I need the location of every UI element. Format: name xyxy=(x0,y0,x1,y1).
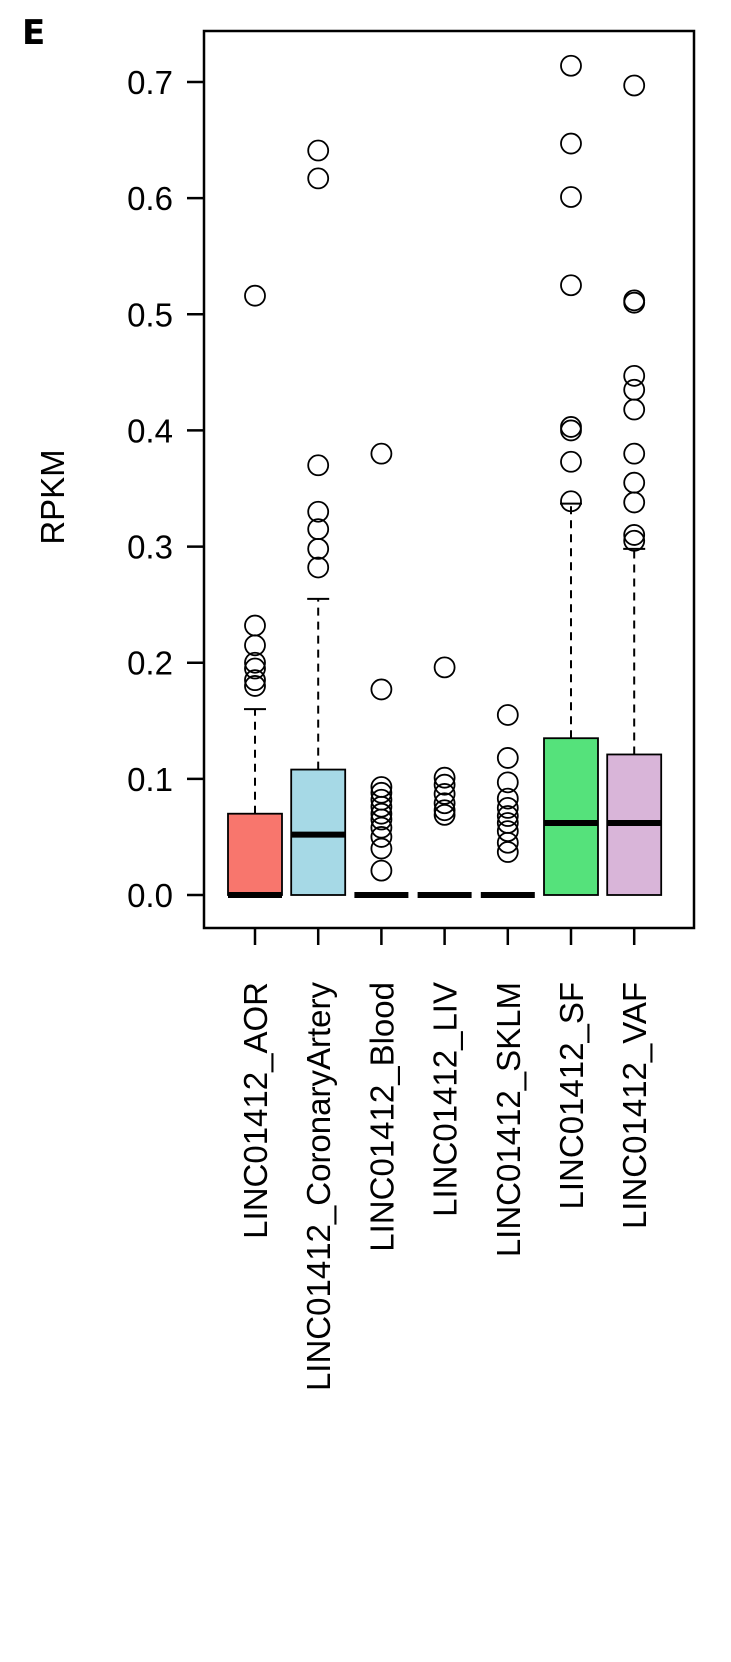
x-category-label: LINC01412_CoronaryArtery xyxy=(300,982,337,1392)
x-category-label: LINC01412_SKLM xyxy=(490,982,527,1257)
outlier-point xyxy=(244,675,266,697)
y-tick-label: 0.7 xyxy=(127,64,173,101)
outlier-point xyxy=(307,167,330,190)
outlier-point xyxy=(370,442,393,465)
outlier-point xyxy=(496,841,519,863)
outlier-point xyxy=(370,816,393,839)
outlier-point xyxy=(370,859,393,882)
x-axis: LINC01412_AOR LINC01412_CoronaryArtery LIN… xyxy=(237,928,653,1391)
outlier-point xyxy=(496,812,519,834)
outlier-point xyxy=(244,657,266,680)
outlier-point xyxy=(623,398,646,421)
box-LINC01412_AOR xyxy=(227,708,283,898)
outlier-point xyxy=(623,491,646,514)
outlier-point xyxy=(433,799,456,822)
outlier-point xyxy=(370,678,393,701)
outlier-point xyxy=(433,773,456,796)
outlier-point xyxy=(244,284,266,307)
outlier-point xyxy=(307,139,330,162)
outlier-point xyxy=(623,442,646,465)
outlier-point xyxy=(623,364,646,387)
outlier-point xyxy=(433,792,456,815)
outlier-point xyxy=(496,820,519,843)
box-body xyxy=(227,812,283,896)
outlier-point xyxy=(560,450,582,473)
outlier-point xyxy=(496,787,519,810)
outlier-point xyxy=(560,186,582,208)
x-category-label: LINC01412_SF xyxy=(553,982,590,1209)
outlier-point xyxy=(370,802,393,825)
x-category-label: LINC01412_LIV xyxy=(427,982,464,1217)
outlier-point xyxy=(307,556,330,579)
y-tick-label: 0.2 xyxy=(127,645,173,682)
outlier-point xyxy=(370,837,393,860)
outlier-point xyxy=(496,796,519,819)
outlier-point xyxy=(623,289,646,312)
outlier-point xyxy=(560,416,582,438)
outlier-point xyxy=(370,788,393,811)
outlier-point xyxy=(560,54,582,77)
y-tick-label: 0.0 xyxy=(127,877,173,914)
x-category-label: LINC01412_VAF xyxy=(616,982,653,1229)
outlier-point xyxy=(307,454,330,477)
outlier-point xyxy=(560,132,582,155)
outlier-point xyxy=(623,74,646,97)
y-tick-label: 0.4 xyxy=(127,412,173,449)
outlier-point xyxy=(244,669,266,692)
outlier-point xyxy=(307,500,330,523)
outlier-point xyxy=(560,490,582,513)
box-LINC01412_VAF xyxy=(606,547,663,896)
box-body xyxy=(543,737,599,896)
outlier-point xyxy=(244,651,266,674)
y-axis: 0.0 0.1 0.2 0.3 0.4 0.5 0.6 0.7 xyxy=(127,64,204,914)
outlier-point xyxy=(623,529,646,552)
box-LINC01412_CoronaryArtery xyxy=(290,597,347,896)
outlier-point xyxy=(433,803,456,826)
outlier-point xyxy=(496,805,519,827)
outlier-point xyxy=(560,274,582,297)
outlier-point xyxy=(370,776,393,798)
outlier-point xyxy=(244,614,266,637)
outlier-point xyxy=(496,771,519,794)
outlier-point xyxy=(433,783,456,805)
panel-label: E xyxy=(22,13,45,53)
y-axis-label: RPKM xyxy=(34,449,71,544)
y-tick-label: 0.6 xyxy=(127,180,173,217)
x-category-label: LINC01412_Blood xyxy=(363,982,400,1252)
outlier-point xyxy=(307,518,330,541)
y-tick-label: 0.5 xyxy=(127,296,173,333)
outlier-point xyxy=(370,826,393,848)
box-LINC01412_SF xyxy=(543,502,599,896)
outlier-point xyxy=(433,766,456,789)
outliers-layer xyxy=(244,54,646,882)
outlier-point xyxy=(496,747,519,769)
outlier-point xyxy=(496,704,519,726)
outlier-point xyxy=(370,781,393,804)
plot-frame xyxy=(202,29,696,930)
y-tick-label: 0.1 xyxy=(127,761,173,798)
y-tick-label: 0.3 xyxy=(127,529,173,566)
outlier-point xyxy=(623,378,646,401)
outlier-point xyxy=(433,656,456,679)
x-category-label: LINC01412_AOR xyxy=(237,982,274,1239)
outlier-point xyxy=(623,471,646,494)
outlier-point xyxy=(307,537,330,560)
boxes-layer xyxy=(227,502,663,898)
outlier-point xyxy=(623,524,646,546)
